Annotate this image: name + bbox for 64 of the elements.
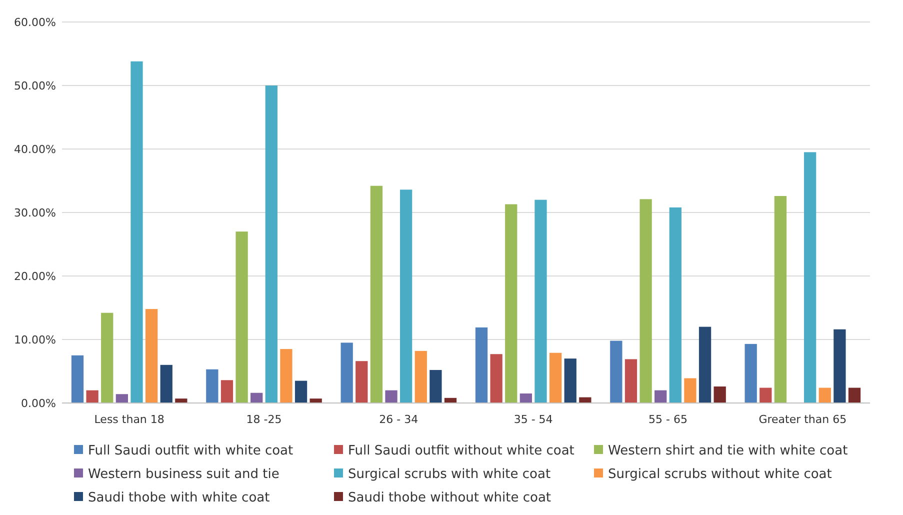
bar — [414, 350, 427, 403]
bar — [280, 349, 292, 403]
bar — [206, 369, 218, 403]
y-tick-label: 20.00% — [14, 270, 56, 283]
legend-label: Saudi thobe with white coat — [88, 490, 270, 506]
bar — [834, 329, 846, 403]
bar — [294, 380, 308, 403]
x-tick-label: 18 -25 — [246, 413, 282, 426]
y-tick-label: 0.00% — [21, 396, 56, 410]
bar — [145, 309, 158, 403]
legend-label: Saudi thobe without white coat — [348, 490, 552, 506]
bar — [760, 388, 772, 403]
bar — [564, 358, 576, 403]
x-tick-label: Less than 18 — [94, 413, 164, 426]
y-tick-label: 40.00% — [14, 142, 56, 156]
x-tick-label: Greater than 65 — [758, 413, 847, 426]
bar — [370, 186, 383, 403]
bar — [640, 199, 652, 403]
bar — [475, 327, 488, 403]
bar — [116, 394, 128, 403]
legend-label: Western business suit and tie — [88, 467, 280, 482]
bar — [385, 390, 398, 403]
y-tick-label: 30.00% — [14, 206, 56, 220]
bar — [340, 342, 353, 403]
legend-label: Western shirt and tie with white coat — [608, 444, 848, 459]
bar — [669, 207, 682, 403]
bar — [101, 312, 114, 403]
bar — [624, 359, 638, 403]
bar — [86, 390, 98, 403]
bar — [804, 152, 816, 403]
x-tick-label: 35 - 54 — [514, 413, 553, 426]
bar — [534, 200, 547, 403]
bar — [714, 386, 726, 403]
bar — [220, 380, 234, 403]
bar — [549, 352, 562, 403]
bar — [505, 204, 518, 403]
bar — [610, 340, 622, 403]
legend-label: Full Saudi outfit with white coat — [88, 444, 294, 459]
bar — [818, 388, 831, 403]
bar — [265, 86, 278, 403]
bar — [520, 393, 532, 403]
bar — [430, 370, 442, 403]
bar — [236, 232, 248, 403]
y-tick-label: 10.00% — [14, 333, 56, 346]
bar — [160, 364, 172, 403]
legend-label: Surgical scrubs without white coat — [608, 467, 832, 482]
bar — [250, 392, 263, 403]
bar — [400, 190, 412, 403]
y-tick-label: 50.00% — [14, 79, 56, 92]
bar — [848, 388, 861, 403]
bar — [130, 61, 143, 403]
bar — [356, 361, 368, 403]
bar — [698, 326, 712, 403]
bar — [490, 354, 502, 403]
legend-label: Full Saudi outfit without white coat — [348, 444, 574, 459]
bar — [744, 344, 757, 403]
bar — [71, 355, 84, 403]
bar — [684, 378, 696, 403]
legend-label: Surgical scrubs with white coat — [348, 467, 551, 482]
x-tick-label: 55 - 65 — [648, 413, 688, 426]
bar — [654, 390, 667, 403]
y-tick-label: 60.00% — [14, 16, 56, 29]
bar — [774, 196, 787, 403]
x-tick-label: 26 - 34 — [379, 413, 418, 426]
